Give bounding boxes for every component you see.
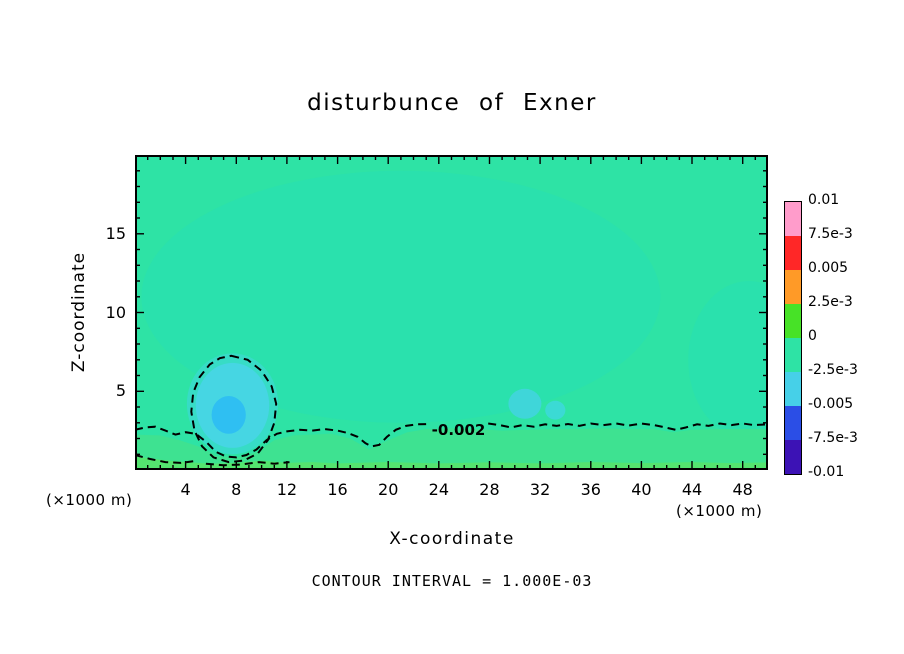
x-tick-label: 48 bbox=[732, 480, 753, 499]
x-tick-label: 24 bbox=[428, 480, 450, 499]
colorbar-tick-label: -2.5e-3 bbox=[808, 362, 858, 378]
fill-contour-patch bbox=[688, 281, 768, 439]
x-tick-label: 28 bbox=[479, 480, 500, 499]
dashed-contour-line bbox=[135, 454, 194, 464]
colorbar-tick-label: -0.01 bbox=[808, 464, 845, 480]
x-tick-label: 16 bbox=[327, 480, 348, 499]
dashed-contour-line bbox=[190, 354, 278, 464]
fill-contour-patch bbox=[211, 396, 246, 434]
fill-contour-patch bbox=[508, 388, 542, 419]
x-tick-label: 4 bbox=[180, 480, 191, 499]
colorbar-box bbox=[785, 236, 801, 270]
colorbar-box bbox=[785, 202, 801, 236]
contour-plot: -0.002 bbox=[135, 155, 768, 470]
chart-title: disturbunce of Exner bbox=[307, 90, 597, 116]
y-axis-label: Z-coordinate bbox=[69, 251, 89, 373]
colorbar-box bbox=[785, 440, 801, 474]
fill-contour-patch bbox=[135, 428, 768, 470]
plot-area: -0.002 bbox=[135, 155, 768, 470]
x-tick-label: 32 bbox=[529, 480, 551, 499]
dashed-contour-line bbox=[488, 422, 768, 431]
x-tick-label: 12 bbox=[276, 480, 298, 499]
colorbar-box bbox=[785, 338, 801, 372]
fill-contour-patch bbox=[135, 456, 768, 470]
x-tick-label: 44 bbox=[681, 480, 703, 499]
y-tick-label: 5 bbox=[115, 381, 126, 401]
plot-field: -0.002 bbox=[135, 155, 768, 470]
colorbar-tick-label: -7.5e-3 bbox=[808, 430, 858, 446]
colorbar-box bbox=[785, 270, 801, 304]
y-tick-label: 10 bbox=[105, 302, 126, 322]
colorbar-tick-label: 0.01 bbox=[808, 192, 840, 208]
contour-value-label: -0.002 bbox=[432, 421, 486, 439]
y-axis-unit: (×1000 m) bbox=[46, 491, 133, 509]
dashed-contour-line bbox=[205, 461, 290, 467]
colorbar-tick-label: 0 bbox=[808, 328, 817, 344]
x-axis-label: X-coordinate bbox=[389, 529, 515, 549]
x-tick-label: 8 bbox=[231, 480, 242, 499]
colorbar-tick-label: -0.005 bbox=[808, 396, 854, 412]
fill-contour-patch bbox=[545, 400, 566, 420]
x-tick-label: 20 bbox=[378, 480, 399, 499]
contour-interval-note: CONTOUR INTERVAL = 1.000E-03 bbox=[311, 572, 593, 590]
colorbar-tick-label: 0.005 bbox=[808, 260, 849, 276]
y-tick-label: 15 bbox=[105, 223, 126, 243]
colorbar-box bbox=[785, 406, 801, 440]
colorbar bbox=[784, 201, 802, 475]
colorbar-tick-label: 2.5e-3 bbox=[808, 294, 853, 310]
colorbar-tick-label: 7.5e-3 bbox=[808, 226, 853, 242]
colorbar-box bbox=[785, 304, 801, 338]
x-tick-label: 36 bbox=[580, 480, 601, 499]
plot-frame bbox=[135, 155, 768, 470]
colorbar-box bbox=[785, 372, 801, 406]
fill-contour-patch bbox=[141, 170, 661, 423]
x-axis-unit: (×1000 m) bbox=[676, 502, 763, 520]
x-tick-label: 40 bbox=[631, 480, 652, 499]
